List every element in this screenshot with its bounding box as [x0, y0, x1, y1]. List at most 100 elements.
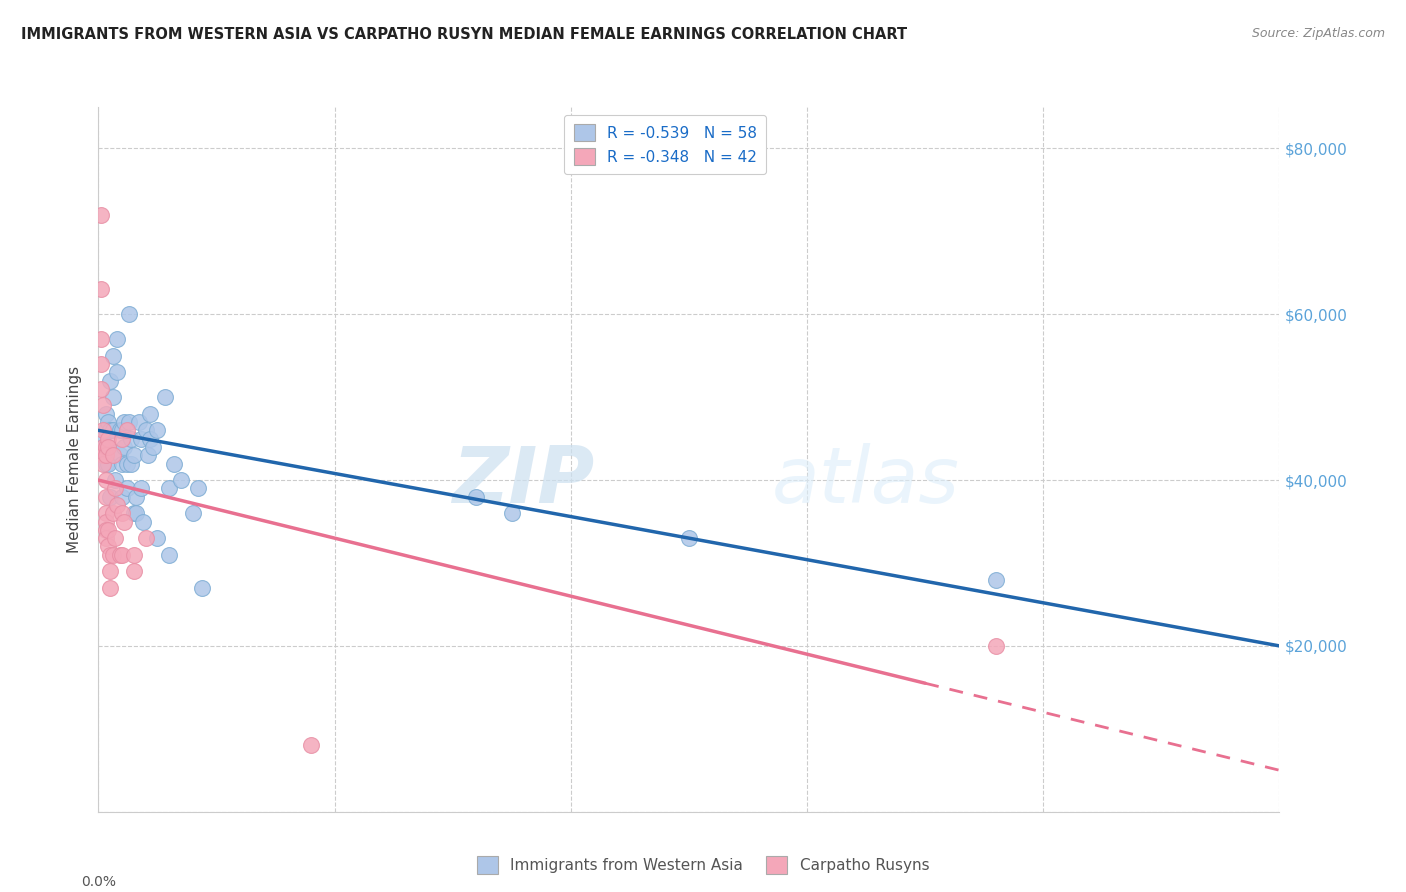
Text: IMMIGRANTS FROM WESTERN ASIA VS CARPATHO RUSYN MEDIAN FEMALE EARNINGS CORRELATIO: IMMIGRANTS FROM WESTERN ASIA VS CARPATHO…	[21, 27, 907, 42]
Point	[94, 515, 117, 529]
Point	[121, 432, 143, 446]
Point	[101, 448, 124, 462]
Point	[142, 440, 165, 454]
Point	[112, 440, 135, 454]
Point	[111, 490, 134, 504]
Point	[111, 457, 134, 471]
Point	[108, 448, 131, 462]
Point	[94, 440, 117, 454]
Point	[129, 482, 152, 496]
Point	[98, 374, 121, 388]
Point	[104, 482, 127, 496]
Point	[91, 399, 114, 413]
Point	[111, 423, 134, 437]
Point	[299, 739, 322, 753]
Point	[90, 357, 112, 371]
Point	[108, 548, 131, 562]
Point	[465, 490, 488, 504]
Text: 0.0%: 0.0%	[82, 875, 115, 889]
Point	[94, 448, 117, 462]
Point	[108, 423, 131, 437]
Point	[98, 581, 121, 595]
Point	[98, 490, 121, 504]
Point	[111, 506, 134, 520]
Point	[94, 490, 117, 504]
Point	[170, 473, 193, 487]
Point	[129, 432, 152, 446]
Point	[128, 415, 150, 429]
Point	[91, 448, 114, 462]
Point	[153, 390, 176, 404]
Point	[118, 415, 141, 429]
Point	[984, 573, 1007, 587]
Point	[91, 440, 114, 454]
Point	[191, 581, 214, 595]
Point	[97, 440, 120, 454]
Point	[94, 506, 117, 520]
Point	[136, 448, 159, 462]
Point	[94, 473, 117, 487]
Point	[91, 448, 114, 462]
Point	[91, 440, 114, 454]
Point	[91, 423, 114, 437]
Point	[115, 482, 138, 496]
Point	[104, 531, 127, 545]
Point	[125, 506, 148, 520]
Point	[91, 457, 114, 471]
Point	[135, 531, 157, 545]
Point	[122, 548, 145, 562]
Point	[94, 407, 117, 421]
Point	[98, 548, 121, 562]
Point	[90, 382, 112, 396]
Point	[139, 407, 162, 421]
Legend: R = -0.539   N = 58, R = -0.348   N = 42: R = -0.539 N = 58, R = -0.348 N = 42	[564, 115, 766, 175]
Point	[146, 423, 169, 437]
Point	[90, 332, 112, 346]
Point	[157, 482, 180, 496]
Point	[101, 423, 124, 437]
Point	[105, 365, 128, 379]
Point	[105, 498, 128, 512]
Point	[187, 482, 209, 496]
Point	[101, 506, 124, 520]
Point	[122, 506, 145, 520]
Point	[97, 415, 120, 429]
Point	[135, 423, 157, 437]
Point	[112, 415, 135, 429]
Point	[104, 473, 127, 487]
Point	[501, 506, 523, 520]
Point	[101, 390, 124, 404]
Point	[101, 548, 124, 562]
Y-axis label: Median Female Earnings: Median Female Earnings	[67, 366, 83, 553]
Point	[122, 448, 145, 462]
Point	[97, 432, 120, 446]
Text: Source: ZipAtlas.com: Source: ZipAtlas.com	[1251, 27, 1385, 40]
Point	[157, 548, 180, 562]
Point	[98, 564, 121, 578]
Point	[90, 282, 112, 296]
Point	[97, 540, 120, 554]
Point	[984, 639, 1007, 653]
Text: atlas: atlas	[772, 442, 959, 518]
Point	[146, 531, 169, 545]
Point	[90, 208, 112, 222]
Point	[139, 432, 162, 446]
Point	[94, 423, 117, 437]
Point	[181, 506, 204, 520]
Point	[125, 490, 148, 504]
Point	[121, 457, 143, 471]
Point	[122, 564, 145, 578]
Point	[94, 523, 117, 537]
Point	[90, 432, 112, 446]
Point	[97, 457, 120, 471]
Point	[97, 440, 120, 454]
Legend: Immigrants from Western Asia, Carpatho Rusyns: Immigrants from Western Asia, Carpatho R…	[471, 850, 935, 880]
Point	[163, 457, 186, 471]
Point	[111, 548, 134, 562]
Point	[101, 349, 124, 363]
Point	[115, 423, 138, 437]
Point	[97, 523, 120, 537]
Point	[98, 423, 121, 437]
Text: ZIP: ZIP	[453, 442, 595, 518]
Point	[678, 531, 700, 545]
